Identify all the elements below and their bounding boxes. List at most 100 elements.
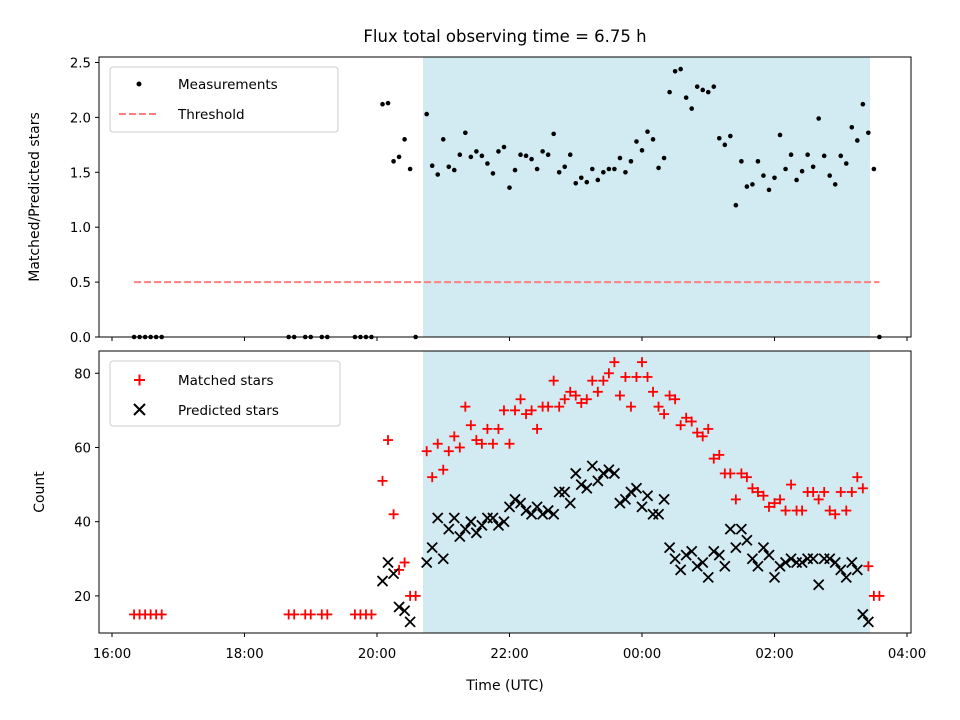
x-tick-label: 20:00 — [358, 647, 396, 662]
matched-stars-marker — [498, 405, 509, 416]
matched-stars-marker — [686, 416, 697, 427]
predicted-stars-marker-b — [525, 508, 538, 520]
matched-stars-marker — [824, 505, 835, 516]
predicted-stars-marker — [564, 497, 576, 509]
predicted-stars-marker-b — [652, 508, 665, 520]
predicted-stars-marker — [619, 493, 632, 506]
predicted-stars-marker — [835, 564, 847, 576]
matched-stars-marker — [581, 394, 592, 405]
predicted-stars-marker-b — [813, 579, 825, 591]
measurement-point — [407, 166, 413, 172]
matched-stars-marker — [664, 390, 675, 401]
predicted-stars-marker — [636, 501, 648, 513]
top-y-axis-label: Matched/Predicted stars — [27, 112, 43, 282]
predicted-stars-marker-b — [581, 482, 593, 494]
measurement-point — [573, 180, 579, 186]
measurement-point — [678, 66, 683, 72]
bottom-y-tick-label: 20 — [74, 590, 91, 605]
matched-stars-marker — [609, 357, 620, 368]
predicted-stars-marker — [846, 556, 858, 569]
predicted-stars-marker-b — [746, 553, 759, 565]
matched-stars-marker — [388, 509, 399, 520]
measurement-point — [838, 153, 844, 159]
predicted-stars-marker — [829, 556, 841, 569]
predicted-stars-marker — [586, 460, 598, 472]
measurement-point — [601, 169, 606, 175]
predicted-stars-marker — [785, 553, 797, 565]
predicted-stars-marker-b — [663, 542, 676, 554]
matched-stars-marker — [476, 438, 487, 449]
bottom-legend-box — [109, 360, 341, 427]
predicted-stars-marker — [686, 545, 698, 558]
x-axis-label: Time (UTC) — [465, 678, 543, 694]
predicted-stars-marker — [476, 519, 488, 532]
predicted-stars-marker — [813, 579, 825, 591]
legend-matched-label: Matched stars — [178, 373, 274, 389]
measurement-point — [728, 133, 733, 139]
measurement-point — [694, 84, 700, 89]
predicted-stars-marker-b — [559, 486, 571, 498]
bottom-y-axis-label: Count — [32, 471, 48, 513]
measurement-point — [683, 95, 689, 100]
measurement-point — [816, 116, 821, 121]
predicted-stars-marker-b — [597, 467, 609, 480]
matched-stars-marker — [432, 438, 443, 449]
top-y-tick-label: 1.5 — [70, 166, 91, 181]
measurement-point — [645, 129, 650, 134]
predicted-stars-marker — [559, 486, 571, 498]
predicted-stars-marker — [708, 545, 720, 558]
predicted-stars-marker — [768, 571, 781, 583]
bottom-y-axis: 20 40 60 80 — [74, 367, 99, 605]
measurement-point — [567, 152, 573, 158]
measurement-point — [529, 156, 534, 162]
measurement-point — [667, 89, 672, 95]
measurement-point — [733, 202, 739, 208]
measurement-point — [606, 166, 612, 172]
predicted-stars-marker-b — [697, 556, 709, 569]
matched-stars-marker — [874, 590, 885, 601]
predicted-stars-marker — [525, 508, 538, 520]
matched-stars-marker — [598, 375, 609, 386]
measurement-point — [656, 165, 661, 171]
predicted-stars-marker-b — [459, 523, 471, 535]
predicted-stars-marker-b — [614, 497, 626, 509]
predicted-stars-marker — [669, 553, 681, 565]
matched-stars-marker — [592, 386, 603, 397]
predicted-stars-marker — [459, 523, 471, 535]
predicted-stars-marker — [575, 478, 587, 491]
predicted-stars-marker — [851, 564, 863, 576]
measurement-point — [722, 142, 728, 148]
predicted-stars-marker-b — [691, 560, 703, 572]
top-y-axis: 0.0 0.5 1.0 1.5 2.0 2.5 — [70, 56, 99, 346]
predicted-stars-marker — [741, 534, 753, 546]
predicted-stars-marker-b — [741, 534, 753, 546]
predicted-stars-marker — [443, 523, 455, 535]
predicted-stars-marker — [614, 497, 626, 509]
measurement-point — [766, 187, 772, 193]
legend-threshold-label: Threshold — [177, 107, 245, 123]
predicted-stars-marker — [503, 501, 516, 513]
matched-stars-marker — [863, 561, 874, 572]
predicted-stars-marker-b — [492, 519, 505, 532]
matched-stars-marker — [482, 423, 493, 434]
top-observing-region — [423, 57, 870, 337]
matched-stars-marker — [714, 449, 725, 460]
predicted-stars-marker — [702, 571, 714, 583]
matched-stars-marker — [305, 609, 316, 620]
predicted-stars-marker-b — [675, 564, 687, 576]
measurement-point — [761, 173, 766, 178]
predicted-stars-marker-b — [536, 508, 549, 520]
matched-stars-marker — [565, 386, 576, 397]
top-panel: 0.0 0.5 1.0 1.5 2.0 2.5 Matched/Predicted sta… — [27, 56, 912, 346]
predicted-stars-marker — [514, 497, 527, 509]
matched-stars-marker — [675, 420, 686, 431]
predicted-stars-marker — [421, 556, 433, 569]
matched-stars-marker — [642, 371, 653, 382]
predicted-stars-marker — [752, 560, 764, 572]
predicted-stars-marker-b — [862, 616, 874, 628]
predicted-stars-marker-b — [608, 467, 621, 480]
predicted-stars-marker — [857, 608, 869, 621]
measurement-point — [661, 155, 667, 161]
predicted-stars-marker-b — [846, 556, 858, 569]
